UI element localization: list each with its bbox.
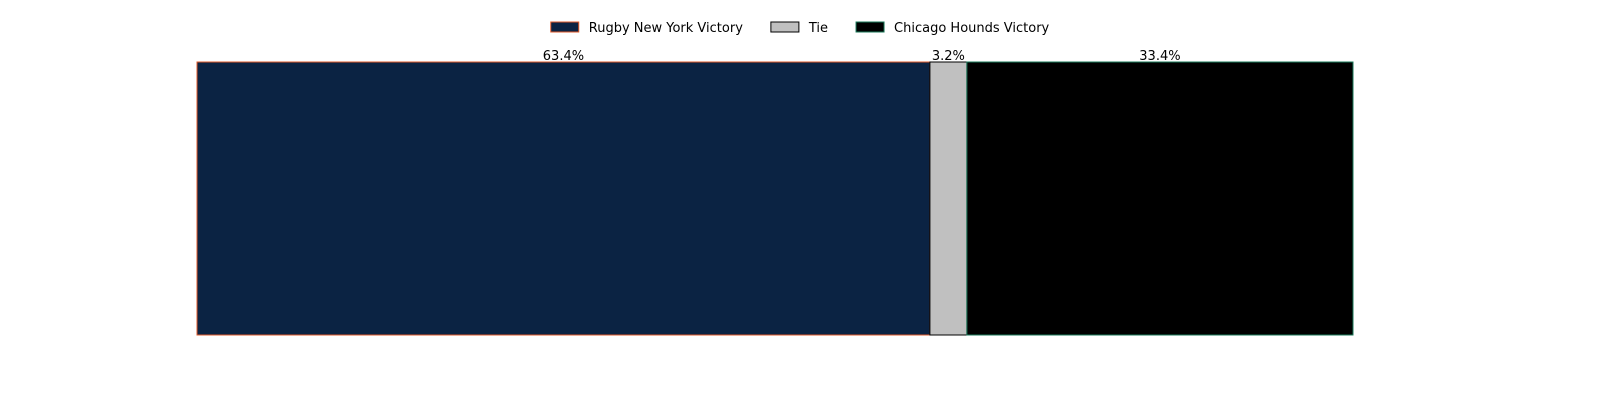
legend-item-1: Tie	[770, 21, 828, 36]
data-label-0: 63.4%	[543, 49, 584, 64]
legend-item-0: Rugby New York Victory	[550, 21, 743, 36]
bar-segment-1	[929, 61, 968, 336]
bar-segment-2	[966, 61, 1354, 336]
legend-label-2: Chicago Hounds Victory	[894, 21, 1050, 36]
legend-swatch-0	[550, 21, 580, 33]
legend-item-2: Chicago Hounds Victory	[855, 21, 1050, 36]
data-label-2: 33.4%	[1139, 49, 1180, 64]
bar-segment-0	[196, 61, 931, 336]
legend: Rugby New York Victory Tie Chicago Hounds …	[550, 21, 1050, 36]
data-labels: 63.4% 3.2% 33.4%	[543, 49, 1181, 64]
legend-label-1: Tie	[808, 21, 828, 36]
legend-swatch-1	[770, 21, 800, 33]
legend-label-0: Rugby New York Victory	[589, 21, 743, 36]
legend-swatch-2	[855, 21, 885, 33]
bar-group	[196, 61, 1354, 336]
data-label-1: 3.2%	[932, 49, 965, 64]
